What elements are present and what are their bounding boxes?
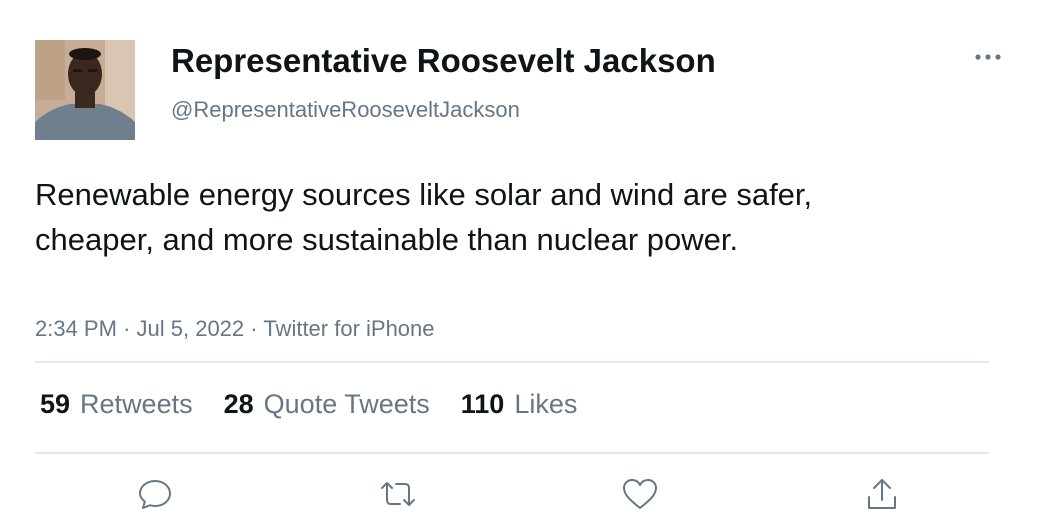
avatar[interactable] (35, 40, 135, 140)
reply-icon (139, 480, 171, 509)
retweets-stat[interactable]: 59 Retweets (40, 389, 193, 420)
tweet-stats: 59 Retweets 28 Quote Tweets 110 Likes (40, 386, 608, 422)
likes-stat[interactable]: 110 Likes (461, 389, 578, 420)
divider (35, 361, 989, 363)
meta-separator: · (123, 316, 131, 341)
more-horizontal-icon (975, 54, 1001, 60)
meta-separator: · (250, 316, 258, 341)
avatar-photo (35, 40, 135, 140)
retweets-label: Retweets (80, 388, 193, 419)
share-button[interactable] (860, 472, 904, 516)
quote-tweets-label: Quote Tweets (263, 388, 430, 419)
tweet-time[interactable]: 2:34 PM (35, 316, 117, 341)
heart-icon (623, 479, 657, 509)
more-options-button[interactable] (968, 44, 1008, 70)
likes-label: Likes (514, 388, 578, 419)
author-handle[interactable]: @RepresentativeRooseveltJackson (171, 97, 520, 122)
tweet-source[interactable]: Twitter for iPhone (263, 316, 435, 341)
tweet-date[interactable]: Jul 5, 2022 (136, 316, 245, 341)
retweet-button[interactable] (376, 472, 420, 516)
retweets-count: 59 (40, 388, 71, 419)
author-name[interactable]: Representative Roosevelt Jackson (171, 42, 716, 79)
quote-tweets-stat[interactable]: 28 Quote Tweets (224, 389, 430, 420)
reply-button[interactable] (133, 472, 177, 516)
likes-count: 110 (460, 388, 505, 419)
share-icon (868, 479, 896, 509)
like-button[interactable] (618, 472, 662, 516)
divider (35, 452, 989, 454)
retweet-icon (381, 482, 415, 506)
tweet-meta: 2:34 PM · Jul 5, 2022 · Twitter for iPho… (35, 316, 435, 342)
quote-tweets-count: 28 (223, 388, 254, 419)
tweet-text: Renewable energy sources like solar and … (35, 177, 813, 257)
